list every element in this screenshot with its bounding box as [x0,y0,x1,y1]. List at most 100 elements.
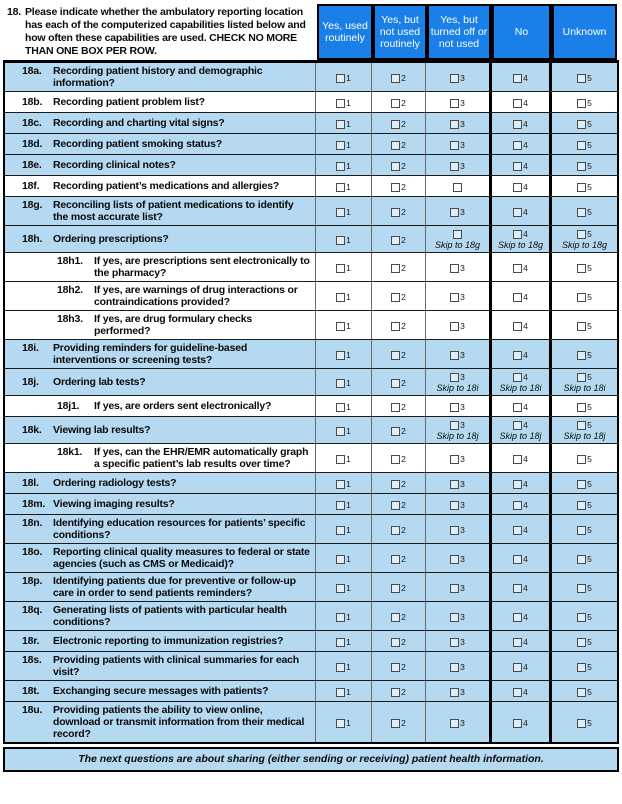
checkbox-cell[interactable]: 2 [371,396,425,416]
checkbox[interactable] [450,373,460,382]
checkbox[interactable] [513,687,523,697]
checkbox[interactable] [336,161,346,171]
checkbox[interactable] [577,525,587,535]
checkbox-cell[interactable]: 1 [315,92,371,112]
checkbox-cell[interactable]: 2 [371,92,425,112]
checkbox[interactable] [450,554,460,564]
checkbox[interactable] [336,321,346,331]
checkbox-cell[interactable]: 1 [315,155,371,175]
checkbox-cell[interactable]: 2 [371,134,425,154]
checkbox[interactable] [577,119,587,129]
checkbox-cell[interactable]: 5 [549,652,617,680]
checkbox[interactable] [513,612,523,622]
checkbox-cell[interactable]: 3 [425,155,489,175]
checkbox[interactable] [513,292,523,302]
checkbox[interactable] [513,718,523,728]
checkbox[interactable] [577,73,587,83]
checkbox-cell[interactable]: 1 [315,544,371,572]
checkbox-cell[interactable]: 4 [489,473,549,493]
checkbox[interactable] [513,73,523,83]
checkbox[interactable] [391,500,401,510]
checkbox[interactable] [450,98,460,108]
checkbox-cell[interactable]: 1 [315,340,371,368]
checkbox[interactable] [450,583,460,593]
checkbox[interactable] [513,479,523,489]
checkbox[interactable] [391,119,401,129]
checkbox-cell[interactable]: 4 [489,602,549,630]
checkbox[interactable] [577,421,587,430]
checkbox[interactable] [513,500,523,510]
checkbox-cell[interactable] [425,176,489,196]
checkbox-cell[interactable]: 1 [315,176,371,196]
checkbox-cell[interactable]: 4 [489,702,549,742]
checkbox-cell[interactable]: 4 [489,92,549,112]
checkbox[interactable] [513,140,523,150]
checkbox[interactable] [513,263,523,273]
checkbox[interactable] [336,140,346,150]
checkbox-cell[interactable]: 4 Skip to 18j [489,417,549,443]
checkbox-cell[interactable]: 2 [371,573,425,601]
checkbox-cell[interactable]: 1 [315,702,371,742]
checkbox-cell[interactable]: 1 [315,396,371,416]
checkbox[interactable] [391,263,401,273]
checkbox[interactable] [391,98,401,108]
checkbox-cell[interactable]: 2 [371,515,425,543]
checkbox-cell[interactable]: 5 [549,681,617,701]
checkbox[interactable] [450,140,460,150]
checkbox-cell[interactable]: 4 [489,155,549,175]
checkbox[interactable] [513,98,523,108]
checkbox-cell[interactable]: 5 [549,340,617,368]
checkbox-cell[interactable]: 5 [549,113,617,133]
checkbox-cell[interactable]: 5 [549,544,617,572]
checkbox[interactable] [336,263,346,273]
checkbox[interactable] [391,718,401,728]
checkbox[interactable] [513,402,523,412]
checkbox-cell[interactable]: 1 [315,444,371,472]
checkbox-cell[interactable]: 3 [425,63,489,91]
checkbox-cell[interactable]: 3 [425,473,489,493]
checkbox[interactable] [450,402,460,412]
checkbox[interactable] [450,479,460,489]
checkbox-cell[interactable]: 4 [489,444,549,472]
checkbox-cell[interactable]: 2 [371,113,425,133]
checkbox[interactable] [391,637,401,647]
checkbox-cell[interactable]: 2 [371,544,425,572]
checkbox-cell[interactable]: 5 Skip to 18i [549,369,617,395]
checkbox-cell[interactable]: 1 [315,282,371,310]
checkbox-cell[interactable]: 5 Skip to 18j [549,417,617,443]
checkbox[interactable] [452,230,462,239]
checkbox-cell[interactable]: 2 [371,494,425,514]
checkbox[interactable] [450,119,460,129]
checkbox-cell[interactable]: 3 [425,494,489,514]
checkbox-cell[interactable]: 5 [549,494,617,514]
checkbox-cell[interactable]: 3 [425,652,489,680]
checkbox[interactable] [450,73,460,83]
checkbox-cell[interactable]: 5 [549,92,617,112]
checkbox-cell[interactable]: 1 [315,631,371,651]
checkbox[interactable] [336,402,346,412]
checkbox-cell[interactable]: 2 [371,473,425,493]
checkbox[interactable] [336,500,346,510]
checkbox[interactable] [336,454,346,464]
checkbox[interactable] [391,161,401,171]
checkbox[interactable] [391,235,401,245]
checkbox-cell[interactable]: 2 [371,631,425,651]
checkbox[interactable] [513,207,523,217]
checkbox[interactable] [336,612,346,622]
checkbox-cell[interactable]: 4 [489,197,549,225]
checkbox-cell[interactable]: 5 [549,197,617,225]
checkbox[interactable] [577,402,587,412]
checkbox-cell[interactable]: 1 [315,494,371,514]
checkbox-cell[interactable]: 5 [549,155,617,175]
checkbox-cell[interactable]: 3 [425,631,489,651]
checkbox-cell[interactable]: 3 [425,515,489,543]
checkbox[interactable] [513,525,523,535]
checkbox[interactable] [336,119,346,129]
checkbox[interactable] [450,612,460,622]
checkbox-cell[interactable]: 4 [489,573,549,601]
checkbox-cell[interactable]: 4 [489,494,549,514]
checkbox[interactable] [391,378,401,388]
checkbox-cell[interactable]: 1 [315,602,371,630]
checkbox[interactable] [391,479,401,489]
checkbox-cell[interactable]: 4 [489,652,549,680]
